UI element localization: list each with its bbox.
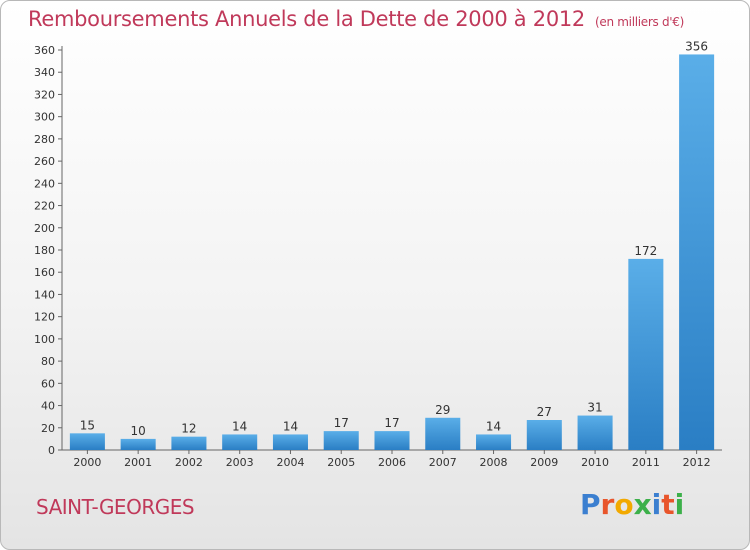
y-tick-label: 320 xyxy=(34,88,55,101)
y-tick-label: 220 xyxy=(34,200,55,213)
data-label: 10 xyxy=(131,424,146,438)
bar xyxy=(526,420,562,450)
bar xyxy=(323,431,359,450)
x-tick-label: 2006 xyxy=(378,456,406,469)
data-label: 29 xyxy=(435,403,450,417)
bar xyxy=(476,434,512,450)
y-tick-label: 120 xyxy=(34,311,55,324)
bar xyxy=(425,417,461,450)
y-tick-label: 20 xyxy=(41,422,55,435)
x-tick-label: 2001 xyxy=(124,456,152,469)
bar xyxy=(222,434,258,450)
title-text: Remboursements Annuels de la Dette de 20… xyxy=(28,7,585,31)
proxiti-logo: Proxiti xyxy=(580,488,684,521)
x-tick-label: 2002 xyxy=(175,456,203,469)
bar xyxy=(171,436,207,450)
y-tick-label: 300 xyxy=(34,111,55,124)
x-tick-label: 2005 xyxy=(327,456,355,469)
x-tick-label: 2000 xyxy=(73,456,101,469)
chart-title: Remboursements Annuels de la Dette de 20… xyxy=(28,7,684,31)
bar xyxy=(577,415,613,450)
logo-letter: r xyxy=(600,488,615,521)
bar xyxy=(272,434,308,450)
x-tick-label: 2007 xyxy=(429,456,457,469)
y-tick-label: 60 xyxy=(41,377,55,390)
x-tick-label: 2008 xyxy=(480,456,508,469)
bar xyxy=(120,438,156,450)
data-label: 31 xyxy=(587,401,602,415)
logo-letter: o xyxy=(614,488,634,521)
logo-letter: t xyxy=(661,488,675,521)
y-tick-label: 180 xyxy=(34,244,55,257)
y-tick-label: 100 xyxy=(34,333,55,346)
x-tick-label: 2012 xyxy=(683,456,711,469)
x-tick-label: 2009 xyxy=(530,456,558,469)
y-tick-label: 360 xyxy=(34,44,55,57)
logo-letter: P xyxy=(580,488,601,521)
y-tick-label: 240 xyxy=(34,177,55,190)
data-label: 27 xyxy=(537,405,552,419)
data-label: 14 xyxy=(486,419,501,433)
x-tick-label: 2004 xyxy=(276,456,304,469)
data-label: 172 xyxy=(634,244,657,258)
y-tick-label: 160 xyxy=(34,266,55,279)
y-tick-label: 40 xyxy=(41,400,55,413)
x-tick-label: 2011 xyxy=(632,456,660,469)
y-tick-label: 140 xyxy=(34,288,55,301)
bar xyxy=(679,54,715,450)
bar xyxy=(374,431,410,450)
bar xyxy=(69,433,105,450)
data-label: 14 xyxy=(232,419,247,433)
data-label: 17 xyxy=(384,416,399,430)
y-tick-label: 280 xyxy=(34,133,55,146)
y-tick-label: 200 xyxy=(34,222,55,235)
logo-letter: i xyxy=(651,488,662,521)
y-tick-label: 260 xyxy=(34,155,55,168)
logo-letter: x xyxy=(633,488,652,521)
x-tick-label: 2010 xyxy=(581,456,609,469)
y-tick-label: 340 xyxy=(34,66,55,79)
chart-subtitle: (en milliers d'€) xyxy=(595,15,685,29)
data-label: 356 xyxy=(685,39,708,53)
logo-letter: i xyxy=(674,488,685,521)
data-label: 15 xyxy=(80,418,95,432)
x-tick-label: 2003 xyxy=(226,456,254,469)
y-tick-label: 80 xyxy=(41,355,55,368)
data-label: 14 xyxy=(283,419,298,433)
data-label: 12 xyxy=(181,422,196,436)
place-name: SAINT-GEORGES xyxy=(36,495,195,519)
y-tick-label: 0 xyxy=(48,444,55,457)
bar xyxy=(628,258,664,450)
data-label: 17 xyxy=(334,416,349,430)
